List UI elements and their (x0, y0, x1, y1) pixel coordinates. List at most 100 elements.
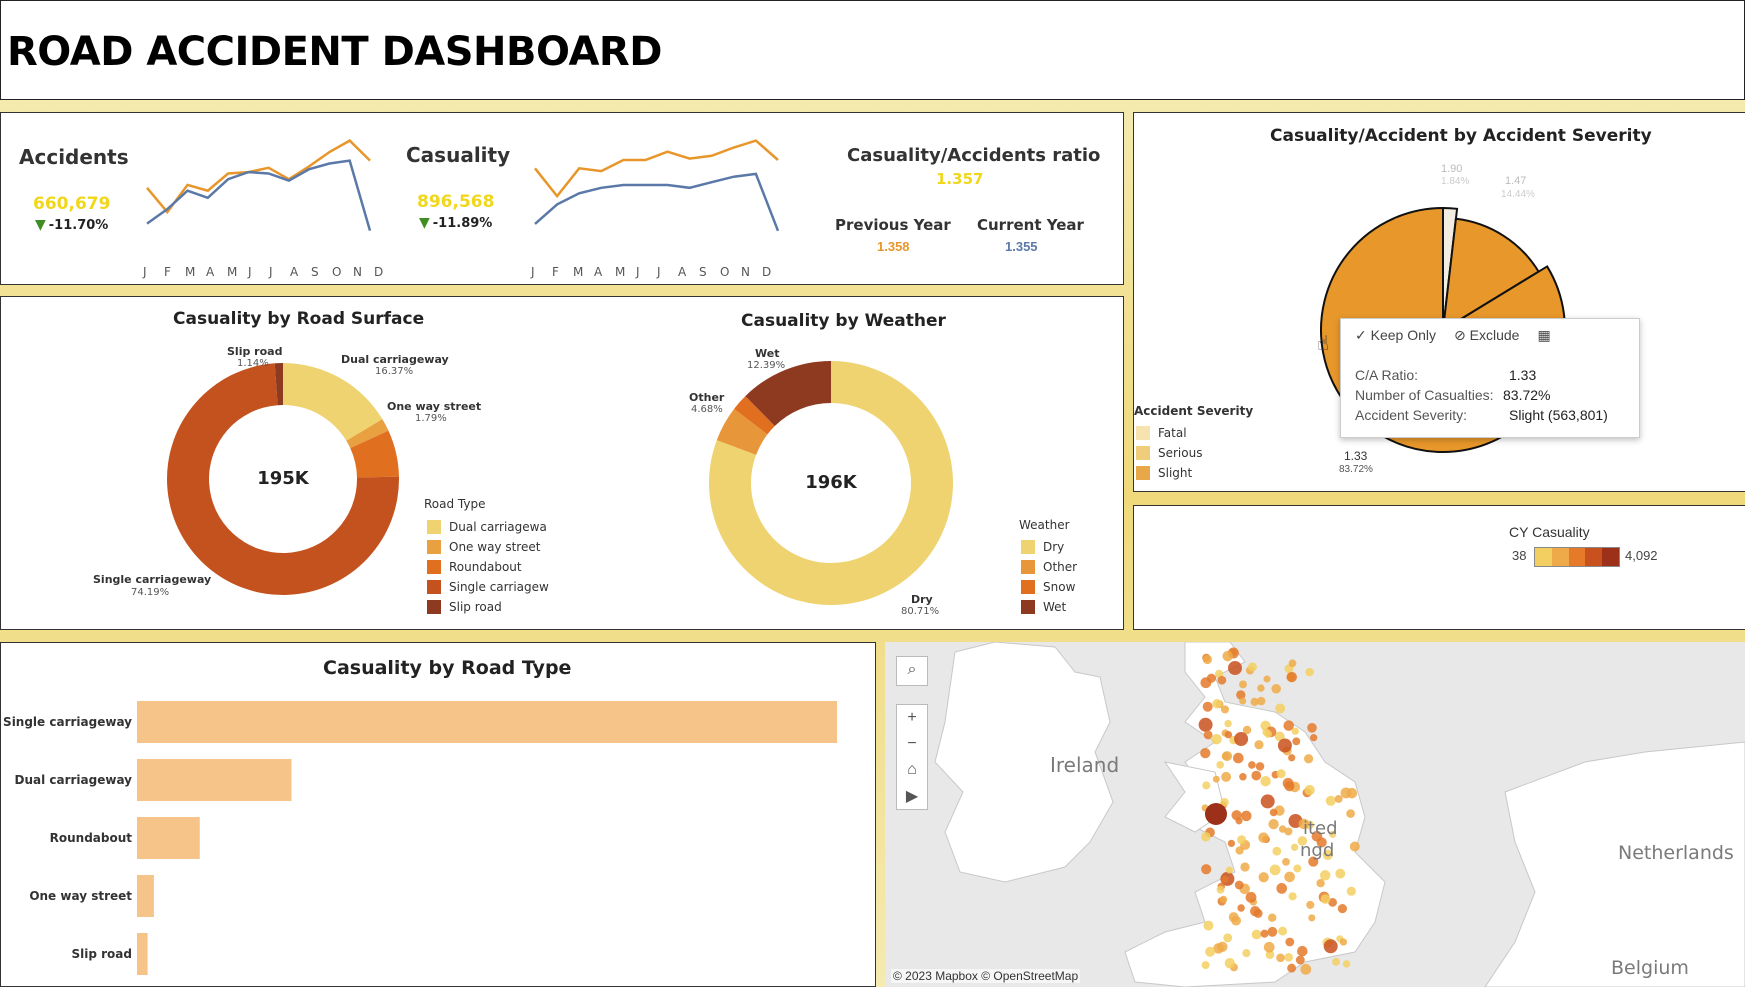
accident-dot[interactable] (1320, 894, 1331, 904)
accident-dot[interactable] (1201, 864, 1212, 875)
accident-dot[interactable] (1260, 794, 1275, 809)
legend-item[interactable]: One way street (427, 537, 549, 557)
accident-dot[interactable] (1228, 661, 1242, 675)
accident-dot[interactable] (1268, 818, 1279, 830)
legend-item[interactable]: Snow (1021, 577, 1077, 597)
accident-dot[interactable] (1334, 794, 1343, 803)
accident-dot[interactable] (1201, 832, 1211, 842)
accident-dot[interactable] (1211, 734, 1222, 745)
accident-dot[interactable] (1286, 671, 1297, 683)
accident-dot[interactable] (1272, 846, 1282, 856)
accident-dot[interactable] (1217, 675, 1227, 685)
accident-dot[interactable] (1260, 929, 1269, 938)
legend-item[interactable]: Roundabout (427, 557, 549, 577)
accident-dot[interactable] (1239, 680, 1247, 689)
accident-dot[interactable] (1288, 659, 1297, 668)
accident-dot[interactable] (1282, 858, 1290, 866)
accident-dot[interactable] (1239, 697, 1247, 705)
accident-dot[interactable] (1322, 849, 1333, 860)
accident-dot[interactable] (1224, 730, 1233, 739)
accident-dot[interactable] (1227, 839, 1236, 848)
accident-dot[interactable] (1198, 717, 1213, 732)
accident-dot[interactable] (1217, 941, 1228, 952)
accident-dot[interactable] (1224, 719, 1232, 728)
accident-dot[interactable] (1308, 856, 1319, 867)
accident-dot[interactable] (1212, 775, 1220, 783)
map-panel[interactable]: Ireland ited ngd Netherlands Belgium © 2… (885, 642, 1745, 987)
accident-dot[interactable] (1260, 775, 1271, 787)
accident-dot[interactable] (1275, 703, 1286, 714)
map-attribution[interactable]: © 2023 Mapbox © OpenStreetMap (891, 969, 1081, 983)
slice-one-way-street[interactable] (346, 419, 389, 449)
weather-donut[interactable]: 196K (707, 359, 955, 607)
accident-dot[interactable] (1202, 701, 1213, 712)
accident-dot[interactable] (1297, 945, 1308, 957)
uk-map[interactable]: Ireland ited ngd Netherlands Belgium (885, 642, 1745, 987)
accident-dot[interactable] (1342, 960, 1351, 968)
keep-only-button[interactable]: ✓ Keep Only (1355, 327, 1436, 344)
accident-dot[interactable] (1202, 781, 1211, 790)
accident-dot[interactable] (1323, 939, 1338, 954)
accident-dot[interactable] (1346, 886, 1356, 896)
accident-dot[interactable] (1329, 830, 1337, 838)
accident-dot[interactable] (1311, 830, 1323, 842)
legend-item[interactable]: Slight (1136, 463, 1202, 483)
accident-dot[interactable] (1271, 684, 1281, 694)
accident-dot[interactable] (1202, 654, 1213, 665)
accident-dot[interactable] (1319, 870, 1331, 881)
accident-dot[interactable] (1220, 797, 1229, 807)
accident-dot[interactable] (1223, 933, 1233, 943)
accident-dot[interactable] (1284, 827, 1293, 836)
slice-snow[interactable] (734, 396, 775, 435)
accident-dot[interactable] (1254, 740, 1264, 750)
accident-dot[interactable] (1222, 650, 1233, 662)
casualty-sparkline[interactable] (529, 125, 789, 255)
accidents-sparkline[interactable] (141, 125, 381, 255)
accident-dot[interactable] (1236, 690, 1246, 700)
accident-dot[interactable] (1290, 843, 1299, 851)
accident-dot[interactable] (1245, 891, 1257, 903)
accident-dot[interactable] (1221, 771, 1232, 782)
accident-dot[interactable] (1228, 912, 1239, 923)
legend-item[interactable]: Wet (1021, 597, 1077, 617)
accident-dot[interactable] (1222, 751, 1233, 762)
legend-item[interactable]: Single carriagew (427, 577, 549, 597)
accident-dot[interactable] (1225, 866, 1233, 874)
accident-dot[interactable] (1251, 770, 1262, 781)
accident-dot[interactable] (1256, 696, 1266, 706)
accident-dot[interactable] (1219, 895, 1228, 904)
accident-dot[interactable] (1304, 784, 1315, 796)
slice-single-carriageway[interactable] (167, 363, 399, 595)
accident-dot[interactable] (1221, 875, 1229, 884)
accident-dot[interactable] (1267, 926, 1278, 937)
accident-dot[interactable] (1284, 871, 1295, 883)
accident-dot[interactable] (1316, 879, 1325, 888)
accident-dot[interactable] (1240, 862, 1250, 872)
accident-dot[interactable] (1292, 737, 1301, 746)
accident-dot[interactable] (1203, 730, 1213, 740)
accident-dot[interactable] (1285, 937, 1295, 947)
accident-dot[interactable] (1337, 904, 1347, 914)
slice-roundabout[interactable] (350, 430, 399, 478)
accident-dot[interactable] (1212, 699, 1222, 709)
accident-dot[interactable] (1258, 872, 1269, 883)
accident-dot[interactable] (1300, 963, 1312, 975)
accident-dots[interactable] (1198, 647, 1360, 975)
accident-dot[interactable] (1241, 810, 1252, 822)
accident-dot[interactable] (1264, 730, 1272, 738)
accident-dot[interactable] (1291, 727, 1299, 735)
accident-dot[interactable] (1242, 949, 1251, 958)
slice-wet[interactable] (745, 361, 831, 427)
accident-dot[interactable] (1276, 769, 1286, 779)
accident-dot[interactable] (1284, 952, 1293, 962)
accident-dot[interactable] (1297, 836, 1308, 846)
accident-dot[interactable] (1234, 880, 1244, 890)
bar-dual-carriageway[interactable] (137, 759, 292, 801)
accident-dot[interactable] (1293, 864, 1302, 873)
accident-dot[interactable] (1248, 662, 1257, 672)
accident-dot[interactable] (1200, 747, 1211, 759)
accident-dot[interactable] (1216, 885, 1225, 894)
accident-dot[interactable] (1303, 754, 1314, 764)
bar-roundabout[interactable] (137, 817, 200, 859)
accident-dot[interactable] (1283, 720, 1294, 731)
